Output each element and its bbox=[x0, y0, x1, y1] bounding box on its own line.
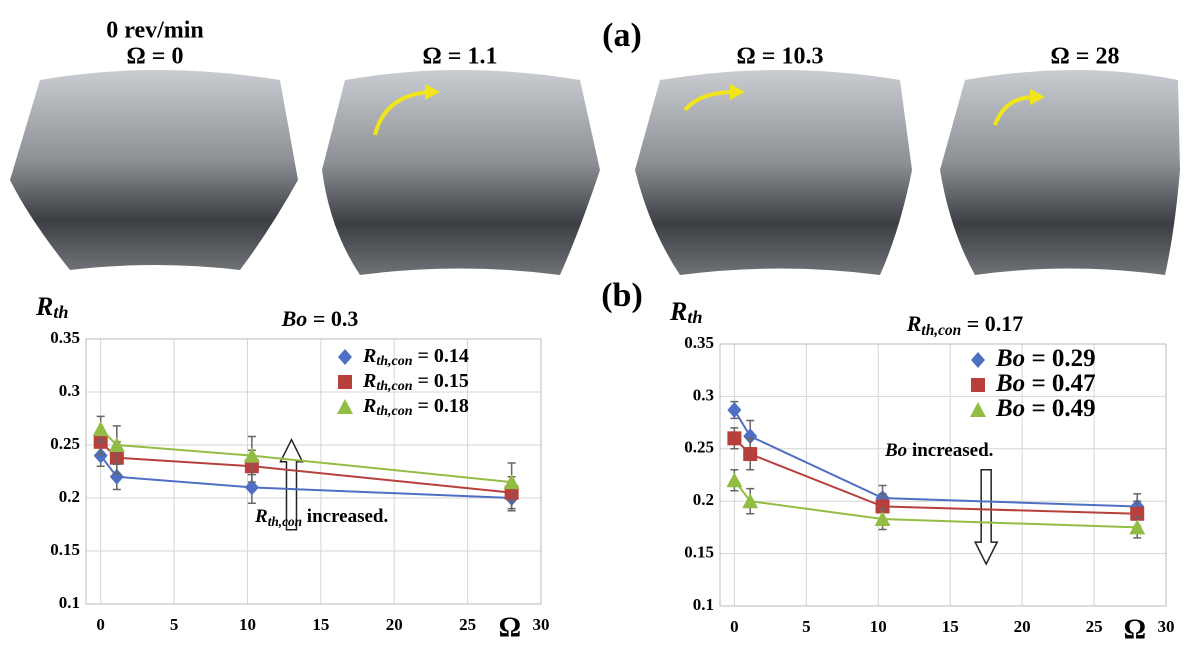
x-tick-label: 25 bbox=[459, 615, 476, 634]
chart-title: Rth,con = 0.17 bbox=[906, 311, 1024, 338]
chart-title: Bo = 0.3 bbox=[281, 306, 359, 331]
y-tick-label: 0.2 bbox=[59, 487, 80, 506]
x-tick-label: 15 bbox=[942, 617, 959, 636]
panel-label: (b) bbox=[601, 277, 643, 314]
x-axis-label: Ω bbox=[1124, 614, 1146, 645]
x-tick-label: 20 bbox=[1014, 617, 1031, 636]
x-tick-label: 10 bbox=[239, 615, 256, 634]
y-tick-label: 0.25 bbox=[684, 438, 714, 457]
legend-label: Bo = 0.49 bbox=[995, 395, 1096, 422]
marker bbox=[93, 421, 109, 436]
photo-caption: 0 rev/min bbox=[106, 18, 204, 44]
y-tick-label: 0.1 bbox=[693, 595, 714, 614]
series-line bbox=[101, 429, 512, 482]
legend-label: Bo = 0.47 bbox=[995, 370, 1096, 397]
photo-caption: Ω = 10.3 bbox=[737, 44, 824, 70]
photo bbox=[10, 70, 298, 270]
legend-label: Rth,con = 0.14 bbox=[362, 345, 469, 370]
figure: (a) (b) 0 rev/minΩ = 0 Ω = 1.1 Ω = 10.3 Ω =… bbox=[0, 0, 1187, 651]
y-axis-label: Rth bbox=[669, 297, 703, 327]
photos bbox=[10, 70, 1180, 275]
y-tick-label: 0.15 bbox=[50, 540, 80, 559]
legend-label: Rth,con = 0.18 bbox=[362, 395, 469, 420]
y-tick-label: 0.35 bbox=[50, 328, 80, 347]
x-tick-label: 5 bbox=[170, 615, 179, 634]
y-tick-label: 0.2 bbox=[693, 490, 714, 509]
legend-marker bbox=[337, 399, 353, 414]
x-tick-label: 5 bbox=[802, 617, 811, 636]
legend-label: Rth,con = 0.15 bbox=[362, 370, 469, 395]
annotation: Bo increased. bbox=[884, 440, 993, 461]
x-tick-label: 30 bbox=[533, 615, 550, 634]
annotation-arrow bbox=[975, 470, 997, 564]
plot-frame bbox=[720, 344, 1166, 606]
legend-marker bbox=[338, 349, 352, 365]
photo-caption: Ω = 0 bbox=[127, 44, 184, 70]
marker bbox=[727, 431, 741, 445]
x-tick-label: 20 bbox=[386, 615, 403, 634]
y-tick-label: 0.15 bbox=[684, 543, 714, 562]
annotation: Rth,con increased. bbox=[254, 506, 388, 529]
legend-marker bbox=[971, 378, 985, 392]
photo bbox=[635, 70, 912, 275]
x-tick-label: 30 bbox=[1158, 617, 1175, 636]
x-tick-label: 0 bbox=[730, 617, 739, 636]
y-axis-label: Rth bbox=[35, 292, 69, 322]
photo-caption: Ω = 28 bbox=[1051, 44, 1120, 70]
y-tick-label: 0.3 bbox=[693, 385, 714, 404]
marker bbox=[726, 472, 742, 487]
x-tick-label: 10 bbox=[870, 617, 887, 636]
x-tick-label: 0 bbox=[96, 615, 105, 634]
x-tick-label: 15 bbox=[312, 615, 329, 634]
marker bbox=[727, 402, 741, 418]
photo-caption: Ω = 1.1 bbox=[423, 44, 498, 70]
x-tick-label: 25 bbox=[1086, 617, 1103, 636]
legend-marker bbox=[971, 352, 985, 368]
legend-marker bbox=[338, 375, 352, 389]
panel-label: (a) bbox=[602, 17, 642, 54]
y-tick-label: 0.3 bbox=[59, 381, 80, 400]
y-tick-label: 0.35 bbox=[684, 333, 714, 352]
x-axis-label: Ω bbox=[499, 612, 521, 643]
legend-label: Bo = 0.29 bbox=[995, 345, 1096, 372]
marker bbox=[743, 447, 757, 461]
y-tick-label: 0.1 bbox=[59, 593, 80, 612]
y-tick-label: 0.25 bbox=[50, 434, 80, 453]
photo bbox=[940, 70, 1180, 275]
legend-marker bbox=[970, 402, 986, 417]
photo bbox=[322, 70, 600, 275]
